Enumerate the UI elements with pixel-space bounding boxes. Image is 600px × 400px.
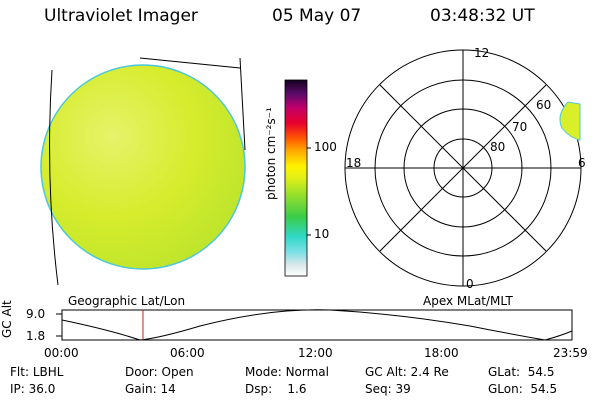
status-seq-value: 39	[395, 382, 411, 396]
lon-line-right	[239, 57, 246, 151]
status-filter-value: LBHL	[32, 365, 64, 379]
mlt-label-6: 6	[578, 156, 586, 170]
lat-line-top	[139, 57, 241, 69]
polar-diagonal-2	[379, 84, 547, 252]
status-glat-value: 54.5	[527, 365, 555, 379]
status-mode-label: Mode:	[245, 365, 282, 379]
status-glat-label: GLat:	[488, 365, 521, 379]
mlt-label-18: 18	[346, 156, 362, 170]
status-mode: Mode: Normal	[245, 365, 329, 379]
colorbar-unit-label: photon cm⁻²s⁻¹	[264, 107, 278, 200]
status-ip-value: 36.0	[28, 382, 56, 396]
status-gc-alt: GC Alt: 2.4 Re	[365, 365, 449, 379]
status-dsp-label: Dsp:	[245, 382, 273, 396]
status-glat: GLat: 54.5	[488, 365, 554, 379]
mlt-label-0: 0	[466, 277, 474, 291]
auroral-patch	[559, 101, 581, 141]
geographic-caption: Geographic Lat/Lon	[68, 294, 186, 308]
apex-caption: Apex MLat/MLT	[423, 294, 513, 308]
instrument-title: Ultraviolet Imager	[44, 6, 198, 26]
status-door: Door: Open	[125, 365, 194, 379]
status-dsp: Dsp: 1.6	[245, 382, 307, 396]
geographic-image	[40, 57, 246, 286]
colorbar-label-100: 100	[314, 140, 337, 154]
colorbar-label-10: 10	[314, 227, 330, 241]
altitude-curve	[61, 309, 573, 341]
status-gain-label: Gain:	[125, 382, 157, 396]
status-seq-label: Seq:	[365, 382, 392, 396]
colorbar	[284, 79, 308, 277]
status-filter-label: Flt:	[10, 365, 29, 379]
status-seq: Seq: 39	[365, 382, 411, 396]
status-gain: Gain: 14	[125, 382, 176, 396]
date-label: 05 May 07	[272, 6, 362, 26]
altitude-plot	[56, 309, 573, 341]
time-label: 03:48:32 UT	[430, 6, 535, 26]
xtick-label-2359: 23:59	[553, 346, 588, 360]
status-door-label: Door:	[125, 365, 158, 379]
xtick-label-1200: 12:00	[298, 346, 333, 360]
mlat-label-60: 60	[536, 98, 552, 112]
lon-line-left	[49, 69, 59, 286]
status-door-value: Open	[161, 365, 194, 379]
status-gc-alt-label: GC Alt:	[365, 365, 407, 379]
status-dsp-value: 1.6	[287, 382, 307, 396]
mlat-label-80: 80	[490, 140, 506, 154]
status-ip-label: IP:	[10, 382, 25, 396]
status-mode-value: Normal	[285, 365, 329, 379]
status-filter: Flt: LBHL	[10, 365, 63, 379]
mlat-label-70: 70	[512, 120, 528, 134]
status-ip: IP: 36.0	[10, 382, 55, 396]
status-glon: GLon: 54.5	[488, 382, 557, 396]
altitude-ylabel: GC Alt	[0, 300, 14, 338]
earth-disk	[40, 64, 246, 270]
polar-plot	[344, 49, 582, 287]
altitude-ytick-label-9: 9.0	[26, 307, 46, 321]
status-gain-value: 14	[160, 382, 176, 396]
altitude-frame	[61, 309, 573, 341]
status-glon-label: GLon:	[488, 382, 523, 396]
status-glon-value: 54.5	[530, 382, 558, 396]
status-gc-alt-value: 2.4 Re	[410, 365, 449, 379]
xtick-label-1800: 18:00	[424, 346, 459, 360]
altitude-ytick-label-1-8: 1.8	[26, 329, 46, 343]
xtick-label-0000: 00:00	[44, 346, 79, 360]
mlt-label-12: 12	[474, 46, 490, 60]
xtick-label-0600: 06:00	[170, 346, 205, 360]
